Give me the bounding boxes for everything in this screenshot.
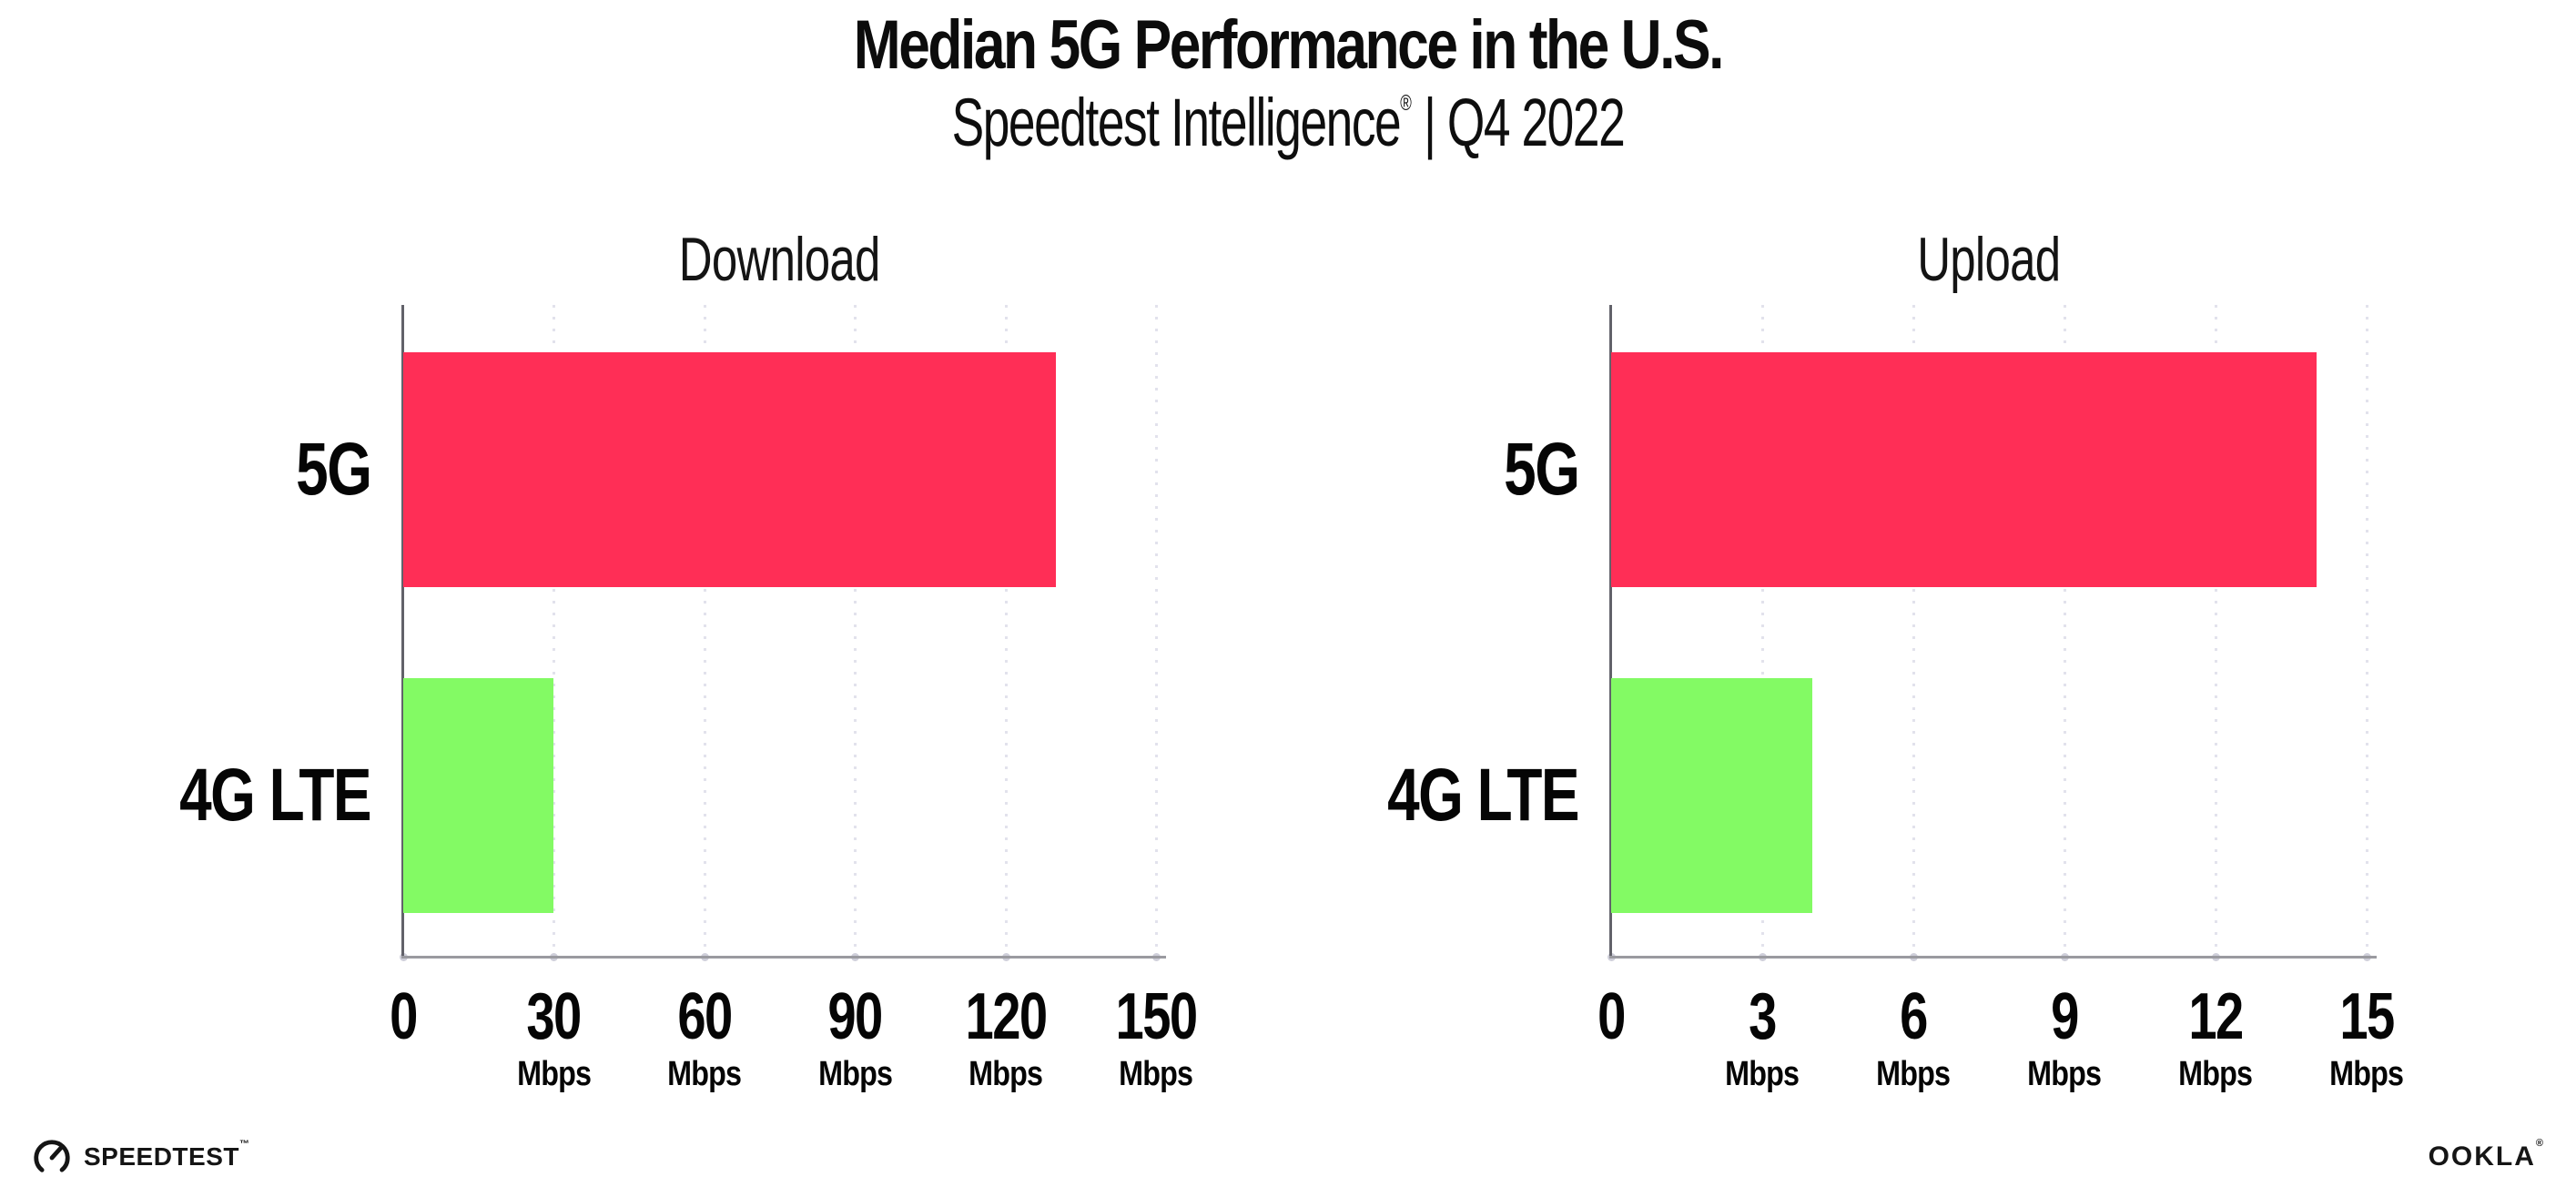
x-tick-unit-label: Mbps — [1119, 1055, 1194, 1093]
chart-title-download: Download — [679, 225, 881, 294]
speedtest-wordmark: SPEEDTEST™ — [84, 1138, 250, 1171]
speedtest-gauge-icon — [34, 1140, 70, 1176]
bar-download-4g-lte — [403, 678, 554, 913]
gridline-upload-9 — [2064, 305, 2066, 956]
bar-upload-4g-lte — [1611, 678, 1813, 913]
x-tick-download-60: 60 Mbps — [595, 983, 814, 1094]
category-label-download-5g: 5G — [295, 428, 372, 511]
x-axis-line-upload — [1609, 956, 2377, 959]
gridline-download-90 — [854, 305, 857, 956]
x-axis-line-download — [401, 956, 1166, 959]
x-tick-unit-label: Mbps — [969, 1055, 1043, 1093]
bar-download-5g — [403, 352, 1056, 587]
gridline-upload-15 — [2366, 305, 2368, 956]
subtitle-period: | Q4 2022 — [1411, 85, 1626, 160]
category-label-download-4g-lte: 4G LTE — [179, 754, 371, 837]
category-label-upload-4g-lte: 4G LTE — [1387, 754, 1579, 837]
download-chart-plot-area: 0 30 Mbps 60 Mbps 90 Mbps 120 Mbps 150 Mbps — [390, 305, 1198, 1093]
upload-chart-plot-area: 0 3 Mbps 6 Mbps 9 Mbps 12 Mbps 15 Mbps — [1597, 305, 2404, 1093]
trademark-symbol: ™ — [238, 1138, 250, 1150]
x-tick-upload-0: 0 — [1597, 980, 1626, 1053]
gridline-upload-6 — [1912, 305, 1915, 956]
registered-trademark-symbol: ® — [1400, 92, 1412, 117]
x-tick-download-120: 120 Mbps — [897, 983, 1115, 1094]
x-tick-download-90: 90 Mbps — [745, 983, 964, 1094]
category-label-upload-5g: 5G — [1503, 428, 1580, 511]
subtitle-brand: Speedtest Intelligence — [951, 85, 1402, 160]
x-tick-upload-15: 15 Mbps — [2257, 983, 2476, 1094]
x-tick-unit-label: Mbps — [817, 1055, 893, 1093]
gridline-download-60 — [703, 305, 706, 956]
gridline-upload-3 — [1761, 305, 1764, 956]
x-tick-download-150: 150 Mbps — [1047, 983, 1265, 1094]
x-tick-unit-label: Mbps — [2178, 1055, 2254, 1093]
gridline-download-150 — [1155, 305, 1158, 956]
x-tick-upload-6: 6 Mbps — [1804, 983, 2023, 1094]
gridline-upload-12 — [2215, 305, 2217, 956]
page-title: Median 5G Performance in the U.S. — [0, 5, 2576, 85]
chart-title-upload: Upload — [1917, 225, 2061, 294]
x-tick-unit-label: Mbps — [1876, 1055, 1952, 1093]
bar-upload-5g — [1611, 352, 2317, 587]
ookla-logo: OOKLA® — [2428, 1138, 2545, 1172]
x-tick-unit-label: Mbps — [2329, 1055, 2405, 1093]
page-title-text: Median 5G Performance in the U.S. — [853, 6, 1725, 84]
ookla-registered-symbol: ® — [2535, 1138, 2545, 1149]
gridline-download-120 — [1004, 305, 1008, 956]
x-tick-unit-label: Mbps — [1725, 1055, 1800, 1093]
y-axis-line-download — [401, 305, 404, 959]
x-tick-download-30: 30 Mbps — [444, 983, 663, 1094]
x-tick-upload-3: 3 Mbps — [1653, 983, 1871, 1094]
gridline-download-30 — [553, 305, 556, 956]
x-tick-unit-label: Mbps — [667, 1055, 742, 1093]
ookla-wordmark: OOKLA — [2428, 1141, 2536, 1172]
x-tick-upload-12: 12 Mbps — [2106, 983, 2325, 1094]
y-axis-line-upload — [1609, 305, 1612, 959]
x-tick-upload-9: 9 Mbps — [1955, 983, 2174, 1094]
x-tick-unit-label: Mbps — [516, 1055, 592, 1093]
x-tick-download-0: 0 — [390, 980, 418, 1053]
x-tick-unit-label: Mbps — [2027, 1055, 2103, 1093]
page-subtitle: Speedtest Intelligence® | Q4 2022 — [0, 84, 2576, 161]
speedtest-logo: SPEEDTEST™ — [31, 1134, 249, 1180]
